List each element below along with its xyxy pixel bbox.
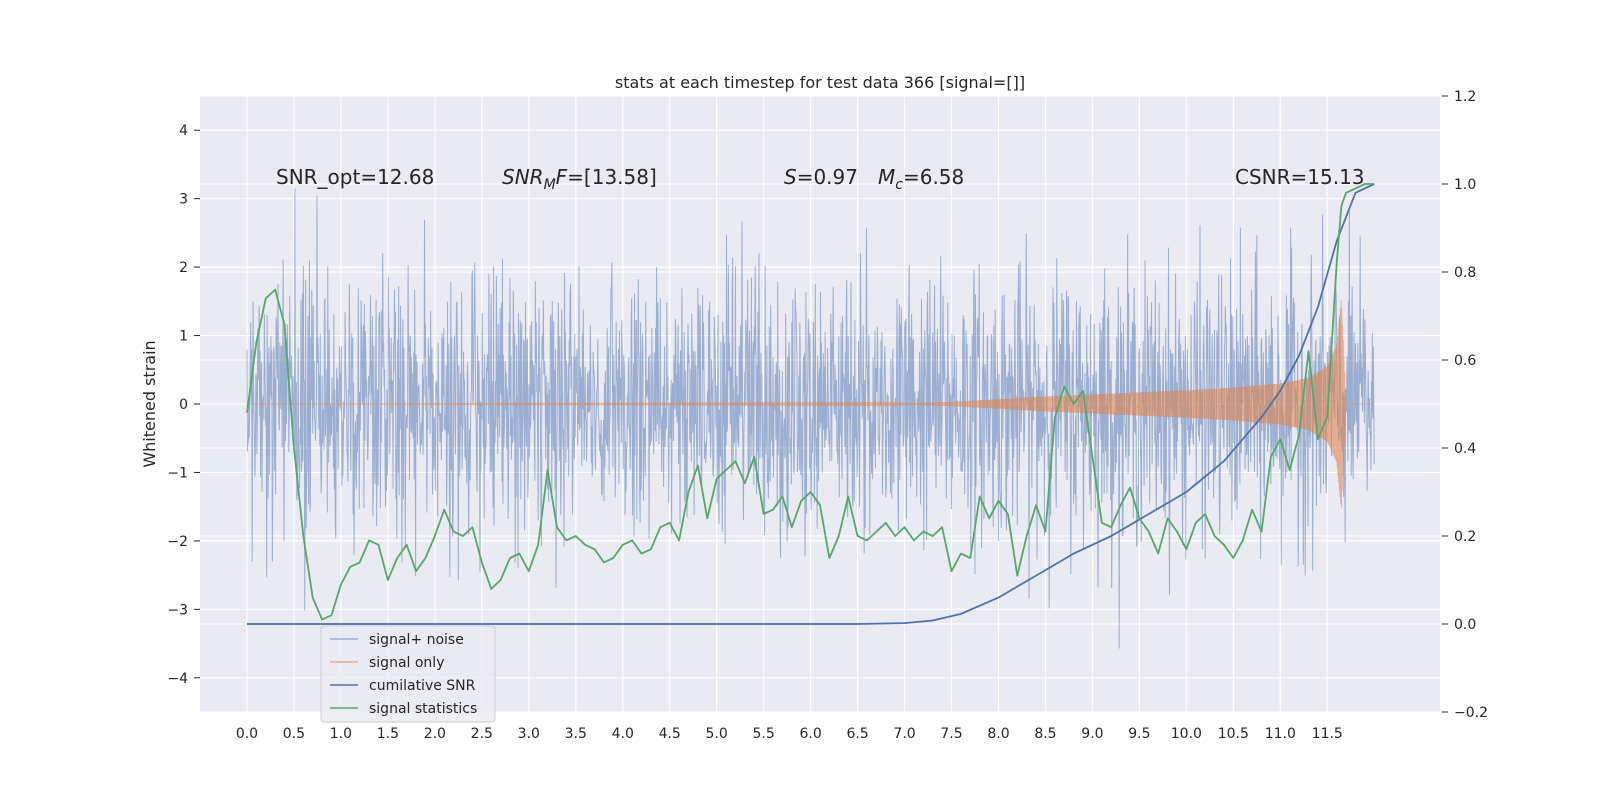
x-tick-label: 10.0 — [1171, 726, 1202, 742]
snr-mf-symbol-f: F — [556, 165, 568, 189]
x-tick-label: 4.5 — [659, 726, 681, 742]
y-left-tick-label: −1 — [167, 465, 188, 481]
x-tick-label: 7.0 — [893, 726, 915, 742]
series-signal-noise-line — [246, 188, 1375, 649]
mc-subscript: c — [895, 177, 903, 193]
x-tick-label: 6.5 — [846, 726, 868, 742]
x-tick-label: 4.0 — [612, 726, 634, 742]
legend: signal+ noise signal only cumilative SNR… — [320, 625, 496, 723]
legend-label-signal-noise: signal+ noise — [369, 632, 464, 648]
snr-opt-annotation: SNR_opt=12.68 — [276, 165, 434, 189]
x-tick-label: 3.0 — [518, 726, 540, 742]
y-left-tick-label: 1 — [179, 329, 188, 345]
x-tick-label: 1.0 — [330, 726, 352, 742]
snr-mf-value: =[13.58] — [567, 165, 657, 189]
x-tick-label: 6.0 — [799, 726, 821, 742]
y-right-tick-label: 0.2 — [1454, 529, 1476, 545]
y-right-tick-label: 0.8 — [1454, 265, 1476, 281]
y-left-tick-label: 4 — [179, 123, 188, 139]
series-cumulative-snr-line — [246, 183, 1375, 625]
s-annotation: S=0.97 — [784, 165, 858, 189]
chart-title: stats at each timestep for test data 366… — [615, 73, 1025, 92]
legend-label-signal-statistics: signal statistics — [369, 701, 477, 717]
x-tick-label: 2.5 — [471, 726, 493, 742]
y-right-tick-label: 1.0 — [1454, 177, 1476, 193]
axes: 0.0 0.5 1.0 1.5 2.0 2.5 3.0 3.5 4.0 4.5 5.0 5.5 6.0 6… — [167, 89, 1488, 742]
x-tick-label: 8.5 — [1034, 726, 1056, 742]
y-left-tick-label: −3 — [167, 602, 188, 618]
y-right-tick-label: 0.4 — [1454, 441, 1476, 457]
s-value: =0.97 — [797, 165, 858, 189]
snr-mf-annotation: SNRMF=[13.58] — [502, 165, 657, 193]
y-axis-label: Whitened strain — [140, 340, 159, 467]
y-left-tick-label: 3 — [179, 192, 188, 208]
s-symbol: S — [784, 165, 797, 189]
x-tick-label: 0.0 — [236, 726, 258, 742]
y-left-tick-label: 0 — [179, 397, 188, 413]
x-tick-label: 0.5 — [283, 726, 305, 742]
csnr-annotation: CSNR=15.13 — [1235, 165, 1365, 189]
y-right-tick-label: 0.6 — [1454, 353, 1476, 369]
snr-mf-subscript: M — [544, 177, 556, 193]
y-left-tick-label: 2 — [179, 260, 188, 276]
x-tick-label: 5.0 — [706, 726, 728, 742]
x-tick-label: 11.0 — [1265, 726, 1296, 742]
x-tick-label: 1.5 — [377, 726, 399, 742]
signal-noise-series — [246, 188, 1375, 649]
x-tick-label: 3.5 — [565, 726, 587, 742]
x-tick-label: 5.5 — [753, 726, 775, 742]
legend-label-cumulative-snr: cumilative SNR — [369, 678, 476, 694]
signal-only-series — [246, 300, 1375, 508]
x-tick-label: 9.0 — [1081, 726, 1103, 742]
mc-annotation: Mc=6.58 — [878, 165, 964, 193]
x-tick-label: 2.0 — [424, 726, 446, 742]
x-tick-label: 10.5 — [1218, 726, 1249, 742]
y-right-tick-label: 0.0 — [1454, 617, 1476, 633]
series-signal-only-line — [246, 300, 1375, 508]
legend-label-signal-only: signal only — [369, 655, 444, 671]
y-left-tick-label: −2 — [167, 534, 188, 550]
snr-mf-symbol: SNR — [502, 165, 544, 189]
y-right-tick-label: −0.2 — [1454, 705, 1488, 721]
right-axis-series — [246, 183, 1375, 625]
y-right-tick-label: 1.2 — [1454, 89, 1476, 105]
x-tick-label: 11.5 — [1312, 726, 1343, 742]
legend-box — [320, 625, 496, 723]
mc-symbol: M — [878, 165, 895, 189]
y-left-tick-label: −4 — [167, 671, 188, 687]
x-tick-label: 8.0 — [987, 726, 1009, 742]
x-tick-label: 9.5 — [1128, 726, 1150, 742]
x-tick-label: 7.5 — [940, 726, 962, 742]
mc-value: =6.58 — [903, 165, 964, 189]
series-signal-statistics-line — [246, 183, 1375, 621]
